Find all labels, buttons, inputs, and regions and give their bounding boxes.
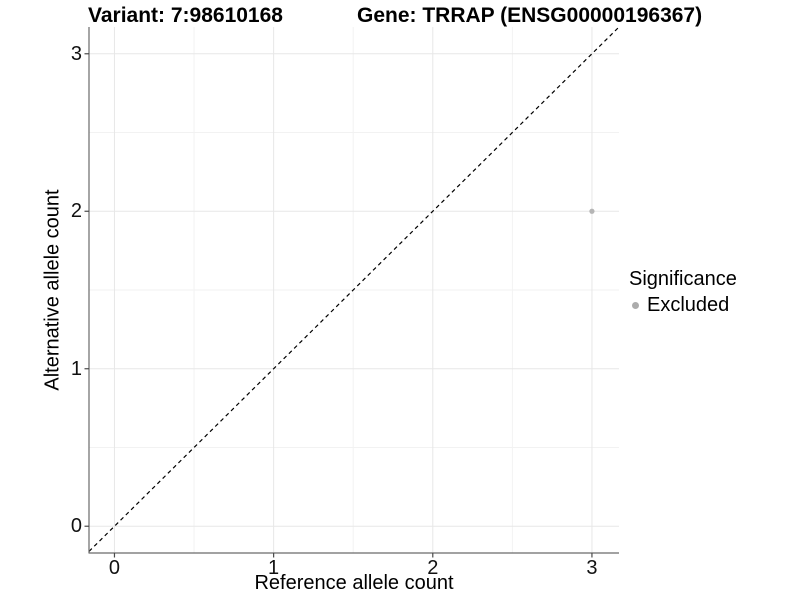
legend-key-dot-icon bbox=[632, 302, 639, 309]
x-axis-title: Reference allele count bbox=[254, 572, 454, 594]
legend-item-label: Excluded bbox=[647, 294, 730, 316]
plot-title-variant: Variant: 7:98610168 bbox=[88, 4, 283, 27]
y-tick-label: 1 bbox=[70, 357, 82, 380]
legend: Significance Excluded bbox=[629, 268, 737, 317]
y-tick-label: 0 bbox=[70, 515, 82, 538]
identity-line bbox=[88, 26, 620, 552]
legend-title: Significance bbox=[629, 268, 737, 290]
x-tick-label: 3 bbox=[586, 557, 598, 579]
x-tick-label: 1 bbox=[268, 557, 280, 579]
x-tick-label: 0 bbox=[108, 557, 121, 579]
x-tick-label: 2 bbox=[427, 557, 439, 579]
y-tick-label: 3 bbox=[70, 42, 82, 65]
legend-items: Excluded bbox=[629, 294, 737, 317]
plot-title-gene: Gene: TRRAP (ENSG00000196367) bbox=[357, 4, 703, 27]
y-axis-title: Alternative allele count bbox=[41, 189, 64, 391]
y-tick-label: 2 bbox=[70, 200, 82, 223]
data-point-excluded bbox=[589, 208, 595, 214]
legend-item-excluded: Excluded bbox=[629, 294, 737, 317]
